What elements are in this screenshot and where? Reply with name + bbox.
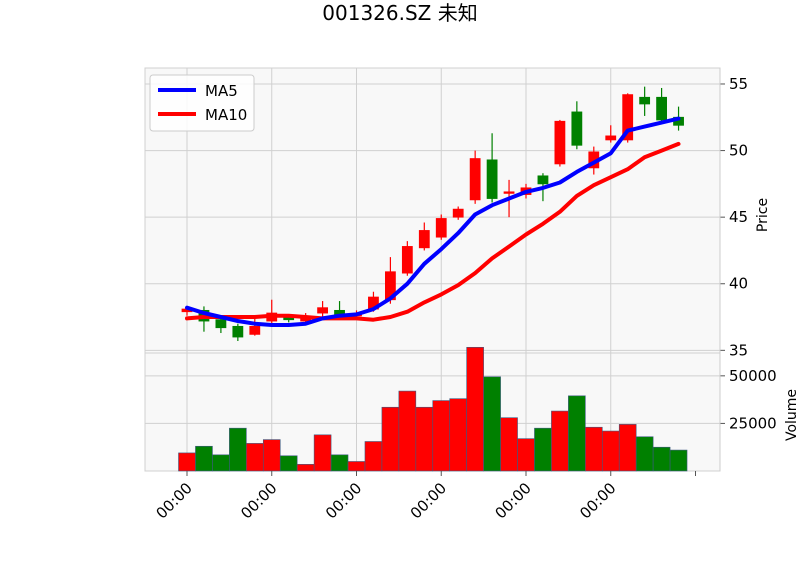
volume-bar xyxy=(517,438,535,472)
volume-bar xyxy=(178,452,196,472)
candle-body xyxy=(622,94,634,141)
x-tick-label: 00:00 xyxy=(237,479,280,522)
volume-bar xyxy=(669,449,688,472)
ma10-line xyxy=(185,141,681,322)
x-tick-label: 00:00 xyxy=(576,479,619,522)
volume-bar xyxy=(262,439,281,472)
legend-ma5-label: MA5 xyxy=(205,82,238,100)
moving-average-lines xyxy=(185,116,681,327)
price-tick-label: 35 xyxy=(729,341,748,359)
x-tick-label: 00:00 xyxy=(407,479,450,522)
volume-bar xyxy=(229,427,247,472)
candle-body xyxy=(656,96,667,121)
chart-title: 001326.SZ 未知 xyxy=(322,1,477,25)
volume-bar xyxy=(313,434,332,472)
volume-bar xyxy=(534,427,552,472)
chart-legend: MA5 MA10 xyxy=(149,74,255,132)
volume-bar xyxy=(246,443,264,472)
candle-body xyxy=(639,96,651,105)
candle-body xyxy=(317,307,329,314)
volume-tick-label: 25000 xyxy=(729,414,777,432)
volume-bar xyxy=(601,430,620,472)
price-tick-label: 40 xyxy=(729,275,748,293)
price-axis-label: Price xyxy=(755,198,771,232)
volume-bar xyxy=(466,346,484,472)
volume-bar xyxy=(347,461,366,472)
volume-bar xyxy=(568,395,586,472)
volume-bar xyxy=(364,441,383,472)
volume-bar xyxy=(195,445,213,472)
volume-bar xyxy=(652,446,671,472)
candle-body xyxy=(418,230,430,249)
candle-body xyxy=(215,319,227,329)
candle-body xyxy=(249,325,261,335)
x-tick-label: 00:00 xyxy=(153,479,196,522)
volume-bar xyxy=(212,454,230,472)
candle-body xyxy=(435,218,447,238)
volume-bar xyxy=(483,376,501,472)
price-tick-label: 45 xyxy=(729,208,748,226)
volume-bar xyxy=(635,436,654,472)
volume-bars xyxy=(178,346,688,472)
price-tick-label: 50 xyxy=(729,142,748,160)
volume-bar xyxy=(330,454,349,472)
volume-bar xyxy=(296,464,315,472)
volume-bar xyxy=(432,400,451,472)
volume-bar xyxy=(279,455,298,472)
candle-body xyxy=(232,325,244,338)
ma5-line xyxy=(185,116,681,327)
volume-axis-label: Volume xyxy=(784,389,800,441)
volume-bar xyxy=(585,426,603,472)
candle-body xyxy=(554,120,566,165)
volume-bar xyxy=(398,390,417,472)
x-tick-label: 00:00 xyxy=(322,479,365,522)
candle-body xyxy=(469,158,481,201)
candle-body xyxy=(486,159,498,199)
candle-body xyxy=(452,208,464,218)
x-tick-label: 00:00 xyxy=(492,479,535,522)
volume-bar xyxy=(415,406,434,472)
volume-bar xyxy=(500,417,518,472)
volume-bar xyxy=(551,410,569,472)
candle-body xyxy=(605,135,617,141)
candle-body xyxy=(401,246,413,274)
price-tick-label: 55 xyxy=(729,75,748,93)
legend-ma10-label: MA10 xyxy=(205,106,247,124)
candle-body xyxy=(503,191,515,194)
volume-bar xyxy=(381,406,400,472)
candle-body xyxy=(537,175,549,185)
candle-body xyxy=(571,111,583,146)
volume-bar xyxy=(449,398,467,472)
volume-bar xyxy=(618,424,637,472)
volume-tick-label: 50000 xyxy=(729,367,777,385)
